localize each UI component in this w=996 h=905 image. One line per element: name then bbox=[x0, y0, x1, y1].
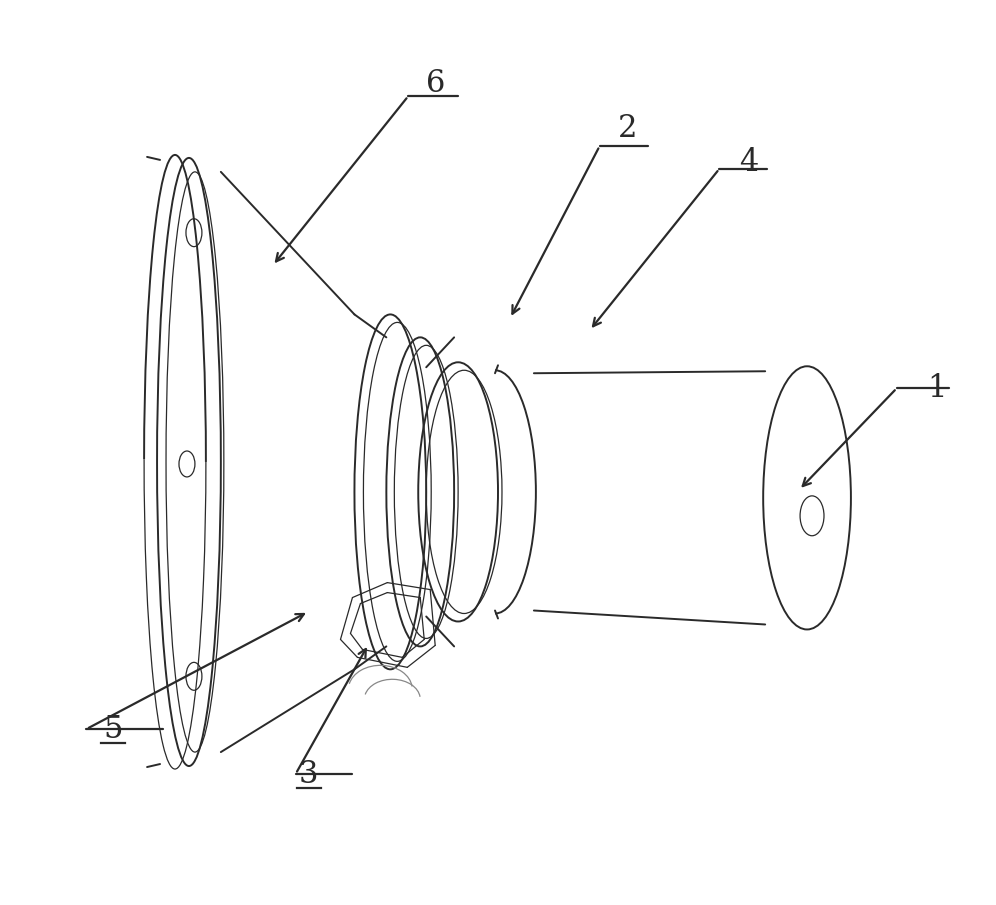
Text: 1: 1 bbox=[927, 373, 946, 404]
Text: 5: 5 bbox=[104, 714, 123, 745]
Text: 3: 3 bbox=[299, 758, 319, 789]
Text: 4: 4 bbox=[740, 148, 759, 178]
Text: 2: 2 bbox=[618, 113, 637, 145]
Text: 6: 6 bbox=[425, 68, 445, 99]
